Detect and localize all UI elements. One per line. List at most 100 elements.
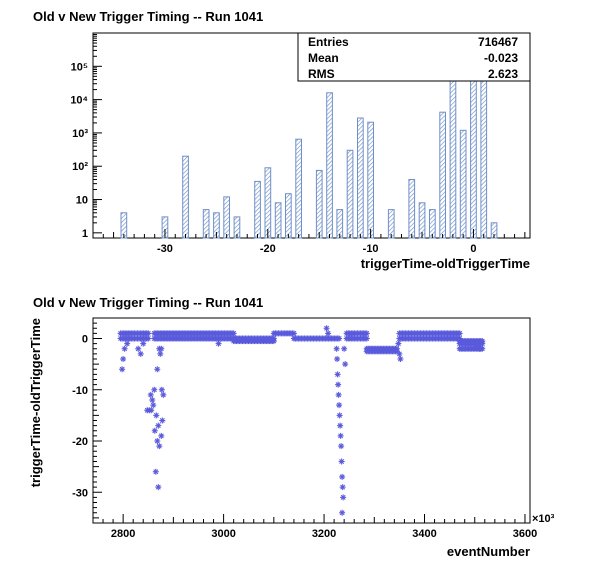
scatter-point — [335, 381, 342, 388]
histogram-x-tick-label: -20 — [260, 243, 276, 255]
scatter-y-axis-label: triggerTime-oldTriggerTime — [28, 318, 43, 487]
scatter-point — [336, 402, 343, 409]
scatter-point — [119, 366, 126, 373]
scatter-point — [336, 412, 343, 419]
scatter-axes: 2800 3000 3200 3400 3600 -30 -20 -10 0 — [72, 322, 537, 540]
scatter-point — [395, 340, 402, 347]
scatter-x-tick-label: 2800 — [111, 528, 135, 540]
scatter-point — [337, 422, 344, 429]
histogram-bar — [274, 202, 282, 239]
histogram-bar — [285, 193, 292, 239]
scatter-point — [155, 484, 162, 491]
histogram-bar — [254, 180, 261, 239]
scatter-point — [149, 397, 156, 403]
histogram-x-tick-label: 0 — [470, 243, 476, 255]
scatter-point — [153, 412, 160, 419]
histogram-bar — [326, 92, 333, 239]
scatter-point — [124, 340, 131, 347]
scatter-point — [160, 391, 167, 398]
scatter-y-tick-label: 0 — [82, 334, 88, 346]
scatter-x-tick-label: 3600 — [513, 528, 537, 540]
scatter-point — [120, 356, 127, 362]
scatter-point — [337, 432, 344, 439]
scatter-x-tick-label: 3000 — [211, 528, 235, 540]
scatter-point — [335, 391, 342, 398]
histogram-bar — [202, 209, 210, 239]
stats-rms-value: 2.623 — [488, 67, 518, 81]
stats-entries-label: Entries — [308, 35, 349, 49]
histogram-bar — [449, 70, 457, 239]
scatter-point — [121, 345, 128, 352]
scatter-point — [137, 350, 144, 357]
scatter-point — [159, 417, 166, 424]
scatter-title: Old v New Trigger Timing -- Run 1041 — [33, 295, 263, 310]
histogram-y-tick-label: 10 — [76, 195, 88, 207]
histogram-y-tick-label: 10² — [72, 161, 88, 173]
scatter-x-tick-label: 3400 — [412, 528, 436, 540]
scatter-point — [363, 335, 370, 342]
scatter-point — [325, 330, 332, 337]
scatter-point — [323, 325, 330, 332]
scatter-point — [152, 468, 159, 475]
scatter-point — [151, 427, 158, 434]
scatter-point — [333, 345, 340, 352]
scatter-panel: Old v New Trigger Timing -- Run 1041 280… — [28, 295, 555, 559]
histogram-bar — [408, 179, 416, 239]
scatter-point — [334, 371, 341, 378]
scatter-point — [339, 484, 346, 491]
scatter-point — [363, 330, 370, 337]
histogram-bar — [439, 111, 446, 239]
histogram-bar — [182, 155, 189, 239]
scatter-point — [230, 330, 237, 337]
scatter-points — [117, 325, 486, 516]
scatter-point — [397, 356, 404, 362]
scatter-point — [158, 432, 165, 439]
histogram-bar — [357, 117, 364, 239]
scatter-point — [148, 407, 155, 414]
scatter-point — [340, 494, 347, 501]
stats-entries-value: 716467 — [478, 35, 518, 49]
scatter-x-axis-label: eventNumber — [447, 544, 530, 559]
scatter-point — [150, 402, 157, 409]
histogram-panel: Old v New Trigger Timing -- Run 1041 -30… — [33, 9, 531, 271]
scatter-point — [155, 422, 162, 429]
scatter-point — [456, 330, 463, 337]
stats-box: Entries 716467 Mean -0.023 RMS 2.623 — [297, 32, 531, 82]
histogram-y-tick-label: 10³ — [72, 128, 88, 140]
histogram-bar — [459, 129, 467, 239]
scatter-y-tick-label: -30 — [72, 487, 88, 499]
scatter-point — [341, 345, 348, 352]
histogram-x-axis-label: triggerTime-oldTriggerTime — [361, 256, 530, 271]
scatter-point — [342, 361, 349, 368]
scatter-point — [156, 443, 163, 450]
scatter-point — [154, 438, 161, 444]
scatter-point — [145, 335, 152, 342]
scatter-point — [396, 350, 403, 357]
stats-rms-label: RMS — [308, 67, 335, 81]
scatter-point — [270, 335, 277, 342]
stats-box-frame — [297, 32, 531, 82]
histogram-axes: -30 -20 -10 0 1 10 10² 10³ 10⁴ 10⁵ — [70, 34, 526, 255]
histogram-y-tick-label: 10⁵ — [71, 61, 88, 73]
histogram-bar — [315, 169, 323, 239]
histogram-x-tick-label: -30 — [157, 243, 173, 255]
scatter-point — [147, 391, 154, 398]
scatter-x-multiplier: ×10³ — [532, 513, 555, 525]
scatter-point — [157, 350, 164, 357]
scatter-point — [338, 443, 345, 450]
histogram-y-tick-label: 1 — [82, 228, 88, 240]
scatter-point — [215, 340, 222, 347]
histogram-bar — [295, 138, 302, 239]
histogram-bar — [387, 209, 395, 239]
histogram-x-tick-label: -10 — [363, 243, 379, 255]
scatter-point — [151, 386, 158, 393]
histogram-y-tick-label: 10⁴ — [70, 95, 88, 107]
histogram-bar — [346, 149, 354, 239]
histogram-title: Old v New Trigger Timing -- Run 1041 — [33, 9, 263, 24]
scatter-point — [334, 356, 341, 362]
stats-mean-label: Mean — [308, 51, 339, 65]
scatter-x-tick-label: 3200 — [312, 528, 336, 540]
histogram-bar — [367, 121, 374, 239]
scatter-point — [479, 340, 486, 347]
